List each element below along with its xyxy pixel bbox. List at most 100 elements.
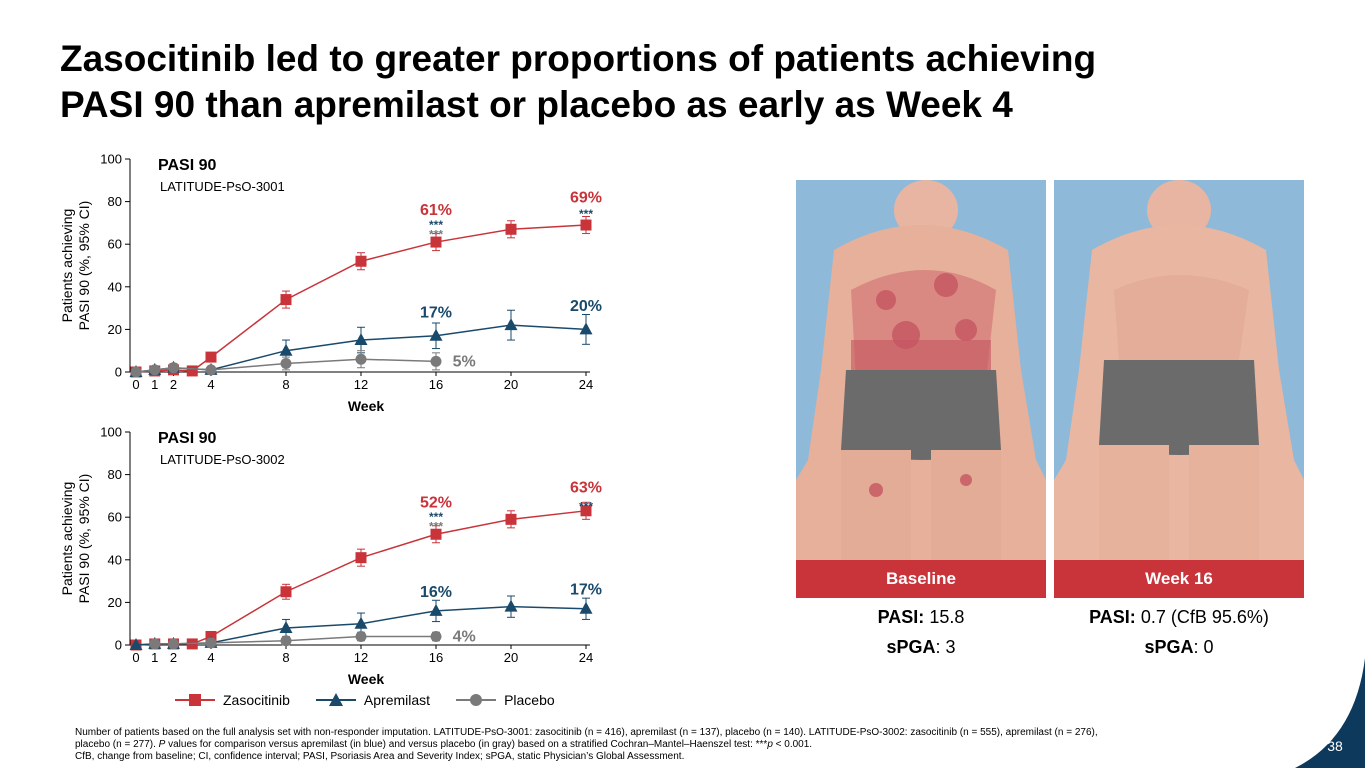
chart-1-x-tick-label-4: 4 (207, 377, 214, 392)
chart-2-series-zasocitinib-point-20 (505, 513, 517, 525)
chart-latitude-3001: 0 20 40 60 80 100 0 1 2 4 8 12 16 20 24 Week Patients ac… (50, 145, 650, 415)
chart-2-x-tick-label-16: 16 (429, 650, 443, 665)
chart-1-data-label-3: 20% (570, 298, 602, 315)
footnote-line-2-part-c: values for comparison versus apremilast … (165, 739, 768, 750)
chart-2-series-zasocitinib-point-24 (580, 505, 592, 517)
week16-back-illustration (1054, 180, 1304, 568)
chart-2-significance-2: *** (579, 499, 593, 513)
chart-2-series-apremilast-point-0 (129, 638, 143, 650)
chart-2-x-tick-label-24: 24 (579, 650, 593, 665)
baseline-pasi-label: PASI: (877, 607, 925, 627)
page-number: 38 (1327, 738, 1343, 754)
chart-2-data-label-2: 16% (420, 584, 452, 601)
page-title: Zasocitinib led to greater proportions o… (60, 36, 1260, 128)
legend-triangle-marker-icon (315, 693, 356, 706)
baseline-spga-value: : 3 (935, 637, 956, 657)
legend-label-apremilast: Apremilast (363, 692, 431, 708)
chart-1-series-zasocitinib-point-3 (186, 365, 198, 377)
chart-2-data-label-4: 4% (453, 628, 476, 645)
chart-1-series-zasocitinib-point-16 (430, 236, 442, 248)
chart-2-y-tick-label-20: 20 (108, 595, 122, 610)
chart-1-series-placebo-point-8 (280, 357, 292, 369)
week16-spga-score: sPGA: 0 (1054, 632, 1304, 662)
footnote-line-2-part-e: < 0.001. (772, 739, 813, 750)
chart-2-series-placebo-point-1 (149, 638, 161, 650)
chart-1-x-tick-label-1: 1 (151, 377, 158, 392)
chart-2-series-zasocitinib-point-12 (355, 552, 367, 564)
chart-1-x-tick-label-20: 20 (504, 377, 518, 392)
footnote-line-2-p: P (158, 739, 166, 750)
chart-1-data-label-2: 17% (420, 304, 452, 321)
chart-1-series-apremilast-point-24 (579, 322, 593, 335)
week16-spga-label: sPGA (1144, 637, 1194, 657)
legend-circle-marker-icon (456, 694, 497, 706)
baseline-spga-label: sPGA (886, 637, 936, 657)
footnote-line-3: CfB, change from baseline; CI, confidenc… (75, 751, 685, 762)
footnote: Number of patients based on the full ana… (75, 727, 1275, 763)
chart-latitude-3002: 0 20 40 60 80 100 0 1 2 4 8 12 16 20 24 Week Patients ac… (50, 418, 650, 688)
chart-2-series-apremilast-point-24 (579, 601, 593, 614)
chart-2-y-tick-label-100: 100 (100, 425, 122, 440)
chart-2-x-tick-label-1: 1 (151, 650, 158, 665)
legend-item-placebo: Placebo (456, 692, 555, 708)
footnote-line-2-p-lower: p (767, 739, 773, 750)
chart-1-y-tick-label-40: 40 (108, 279, 122, 294)
chart-1-subtitle: LATITUDE-PsO-3001 (160, 179, 285, 194)
chart-1-x-tick-label-0: 0 (132, 377, 139, 392)
chart-2-series-zasocitinib-point-8 (280, 586, 292, 598)
chart-2-series-placebo-point-12 (355, 630, 367, 642)
chart-1-series-placebo-point-4 (205, 364, 217, 376)
chart-1-series-placebo-point-12 (355, 353, 367, 365)
chart-2-x-tick-label-0: 0 (132, 650, 139, 665)
chart-1-y-tick-label-20: 20 (108, 322, 122, 337)
chart-1-x-tick-label-12: 12 (354, 377, 368, 392)
chart-2-series-placebo-point-4 (205, 637, 217, 649)
chart-1-significance-1: *** (429, 227, 443, 241)
chart-1-x-tick-label-8: 8 (282, 377, 289, 392)
patient-photos: Baseline Week 16 (796, 180, 1304, 598)
week16-spga-value: : 0 (1193, 637, 1214, 657)
chart-1-data-label-1: 69% (570, 189, 602, 206)
chart-2-y-tick-label-40: 40 (108, 552, 122, 567)
chart-1-series-zasocitinib-point-24 (580, 219, 592, 231)
chart-1-series-zasocitinib-point-4 (205, 351, 217, 363)
chart-2-x-tick-label-4: 4 (207, 650, 214, 665)
chart-2-data-label-3: 17% (570, 582, 602, 599)
chart-1-data-label-0: 61% (420, 202, 452, 219)
chart-2-series-apremilast-point-8 (279, 620, 293, 633)
footnote-line-1: Number of patients based on the full ana… (75, 727, 1098, 738)
chart-2-series-placebo-point-16 (430, 630, 442, 642)
chart-1-series-placebo-point-1 (149, 364, 161, 376)
chart-1-series-apremilast-point-20 (504, 318, 518, 331)
chart-1-significance-0: *** (429, 218, 443, 232)
legend-item-apremilast: Apremilast (315, 692, 431, 708)
chart-1-series-placebo-point-0 (130, 366, 142, 378)
legend-item-zasocitinib: Zasocitinib (175, 692, 290, 708)
baseline-pasi-value: 15.8 (929, 607, 965, 627)
chart-2-x-tick-label-12: 12 (354, 650, 368, 665)
chart-2-series-apremilast-point-16 (429, 603, 443, 616)
chart-1-y-tick-label-80: 80 (108, 194, 122, 209)
chart-2-y-tick-label-60: 60 (108, 510, 122, 525)
chart-2-data-label-0: 52% (420, 494, 452, 511)
page-title-line-2: PASI 90 than apremilast or placebo as ea… (60, 84, 1013, 125)
page-title-line-1: Zasocitinib led to greater proportions o… (60, 38, 1097, 79)
chart-2-subtitle: LATITUDE-PsO-3002 (160, 452, 285, 467)
week16-scores: PASI: 0.7 (CfB 95.6%) sPGA: 0 (1054, 602, 1304, 662)
chart-1-series-zasocitinib-point-12 (355, 255, 367, 267)
legend-label-zasocitinib: Zasocitinib (223, 692, 290, 708)
chart-1-x-axis-label: Week (348, 398, 385, 414)
chart-2-series-apremilast-point-12 (354, 616, 368, 629)
chart-1-y-axis-label-line-1: Patients achieving (59, 209, 75, 323)
chart-2-y-axis-label-line-2: PASI 90 (%, 95% CI) (76, 474, 92, 604)
baseline-label: Baseline (796, 560, 1046, 598)
chart-1-significance-2: *** (579, 207, 593, 221)
chart-2-title: PASI 90 (158, 430, 217, 447)
chart-2-y-axis-label-line-1: Patients achieving (59, 482, 75, 596)
chart-1-series-zasocitinib-line (135, 224, 587, 373)
chart-1-y-tick-label-100: 100 (100, 152, 122, 167)
chart-1-series-zasocitinib-point-20 (505, 223, 517, 235)
week16-pasi-label: PASI: (1089, 607, 1136, 627)
footnote-line-2: placebo (n = 277). P values for comparis… (75, 739, 1275, 751)
